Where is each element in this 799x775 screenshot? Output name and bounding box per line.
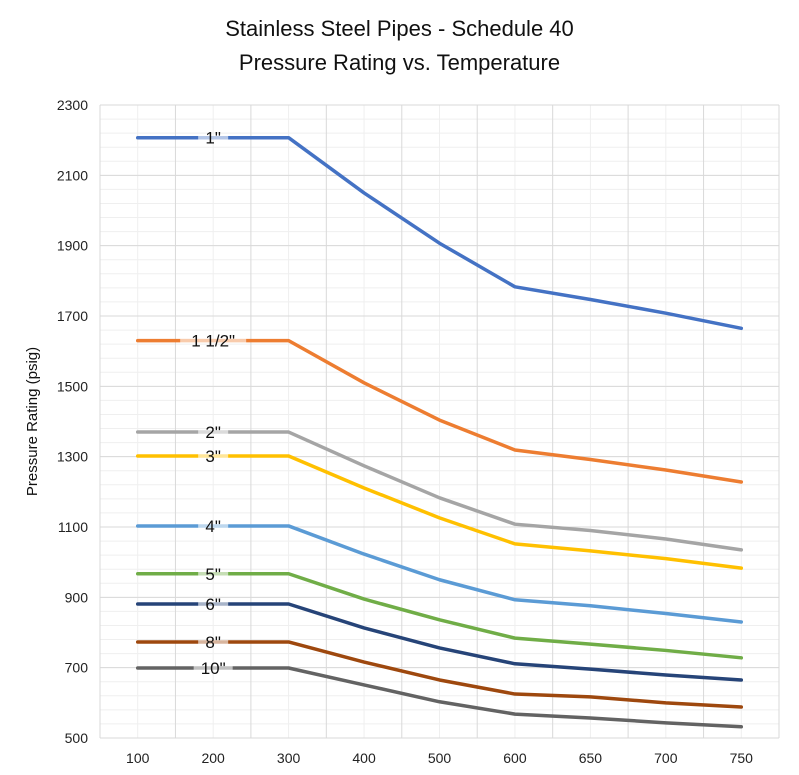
series-label: 1" bbox=[205, 129, 221, 148]
y-tick-label: 500 bbox=[65, 730, 89, 746]
series-4: 4" bbox=[135, 517, 744, 624]
series-1: 1 1/2" bbox=[135, 332, 744, 484]
x-tick-label: 500 bbox=[428, 750, 452, 766]
series-6: 6" bbox=[135, 595, 744, 682]
series-label: 8" bbox=[205, 633, 221, 652]
series-label: 3" bbox=[205, 447, 221, 466]
y-axis-label: Pressure Rating (psig) bbox=[24, 347, 41, 496]
series-5: 5" bbox=[135, 565, 744, 660]
x-tick-label: 400 bbox=[352, 750, 376, 766]
series-label: 10" bbox=[201, 659, 226, 678]
chart-title-line-1: Stainless Steel Pipes - Schedule 40 bbox=[225, 16, 574, 41]
series-label: 1 1/2" bbox=[191, 332, 235, 351]
x-tick-label: 750 bbox=[730, 750, 754, 766]
y-tick-label: 1100 bbox=[58, 519, 88, 535]
y-tick-label: 2100 bbox=[57, 167, 88, 183]
x-tick-label: 300 bbox=[277, 750, 301, 766]
series-8: 10" bbox=[135, 659, 744, 729]
x-tick-label: 600 bbox=[503, 750, 527, 766]
series-label-background bbox=[198, 602, 229, 607]
series-label: 2" bbox=[205, 423, 221, 442]
series-label-background bbox=[198, 135, 229, 140]
series-3: 3" bbox=[135, 447, 744, 570]
series-label-background bbox=[180, 338, 247, 343]
x-tick-label: 200 bbox=[201, 750, 225, 766]
y-tick-label: 1500 bbox=[57, 378, 88, 394]
y-tick-label: 700 bbox=[65, 660, 89, 676]
y-tick-label: 2300 bbox=[57, 97, 88, 113]
series-label: 4" bbox=[205, 517, 221, 536]
series-label-background bbox=[198, 453, 229, 458]
series-label-background bbox=[193, 666, 233, 671]
series-2: 2" bbox=[135, 423, 744, 552]
x-tick-label: 700 bbox=[654, 750, 678, 766]
series-label-background bbox=[198, 430, 229, 435]
chart-title-line-2: Pressure Rating vs. Temperature bbox=[238, 50, 561, 75]
series-label-background bbox=[198, 523, 229, 528]
series-label-background bbox=[198, 639, 229, 644]
series-0: 1" bbox=[135, 129, 744, 331]
series-label-background bbox=[198, 571, 229, 576]
series-label: 5" bbox=[205, 565, 221, 584]
y-tick-label: 1900 bbox=[57, 238, 88, 254]
x-tick-label: 650 bbox=[579, 750, 603, 766]
x-tick-label: 100 bbox=[126, 750, 150, 766]
y-tick-label: 900 bbox=[65, 589, 89, 605]
series-label: 6" bbox=[205, 595, 221, 614]
y-tick-label: 1300 bbox=[57, 449, 88, 465]
series-7: 8" bbox=[135, 633, 744, 709]
y-tick-label: 1700 bbox=[57, 308, 88, 324]
